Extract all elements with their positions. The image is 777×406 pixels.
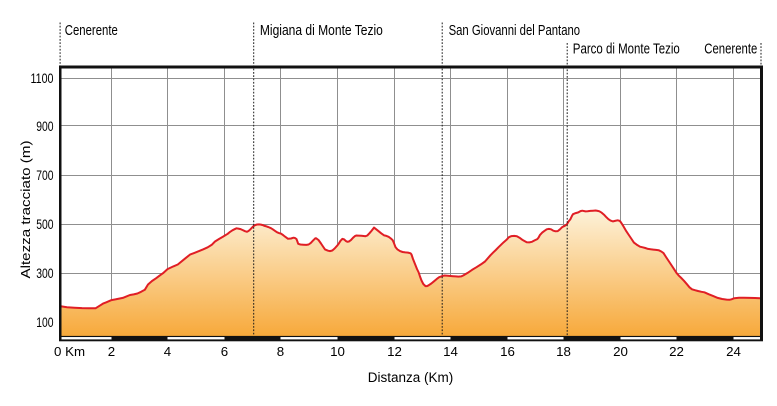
svg-text:900: 900 [36, 118, 53, 134]
svg-text:Migiana di Monte Tezio: Migiana di Monte Tezio [260, 23, 383, 39]
svg-text:4: 4 [164, 344, 171, 359]
svg-text:2: 2 [108, 344, 115, 359]
svg-text:San Giovanni del Pantano: San Giovanni del Pantano [449, 23, 580, 39]
svg-text:300: 300 [36, 265, 53, 281]
svg-text:Altezza tracciato (m): Altezza tracciato (m) [19, 141, 33, 279]
svg-text:1100: 1100 [31, 70, 54, 86]
svg-text:14: 14 [443, 344, 458, 359]
svg-text:6: 6 [221, 344, 228, 359]
svg-text:Cenerente: Cenerente [704, 42, 757, 58]
svg-text:100: 100 [36, 314, 53, 330]
svg-text:24: 24 [726, 344, 741, 359]
svg-text:Cenerente: Cenerente [65, 23, 118, 39]
svg-text:22: 22 [669, 344, 684, 359]
svg-text:0 Km: 0 Km [54, 344, 85, 359]
svg-text:18: 18 [556, 344, 571, 359]
svg-text:8: 8 [277, 344, 284, 359]
svg-text:16: 16 [500, 344, 515, 359]
svg-text:20: 20 [613, 344, 628, 359]
svg-text:500: 500 [36, 216, 53, 232]
svg-text:Parco di Monte Tezio: Parco di Monte Tezio [573, 42, 680, 58]
svg-text:700: 700 [36, 167, 53, 183]
svg-text:12: 12 [387, 344, 402, 359]
svg-text:10: 10 [330, 344, 345, 359]
svg-text:Distanza (Km): Distanza (Km) [368, 370, 454, 385]
